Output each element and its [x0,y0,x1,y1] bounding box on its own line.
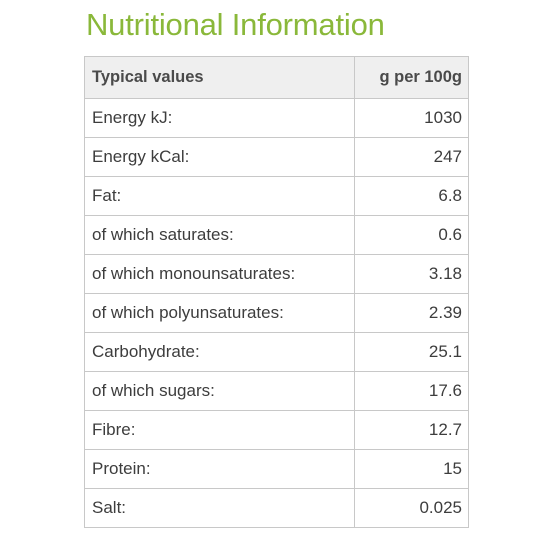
nutrient-label: Energy kJ: [84,98,355,138]
nutrient-value: 6.8 [354,176,469,216]
nutrient-label: Fibre: [84,410,355,450]
column-header-per-100g: g per 100g [354,56,469,99]
nutrient-value: 0.6 [354,215,469,255]
nutrient-label: Protein: [84,449,355,489]
table-row: Protein: 15 [84,449,469,489]
nutrient-label: of which monounsaturates: [84,254,355,294]
table-row: Energy kCal: 247 [84,137,469,177]
nutrient-label: of which saturates: [84,215,355,255]
table-row: of which monounsaturates: 3.18 [84,254,469,294]
nutrient-label: Carbohydrate: [84,332,355,372]
table-row: Fat: 6.8 [84,176,469,216]
table-header-row: Typical values g per 100g [84,56,469,99]
nutrient-value: 247 [354,137,469,177]
nutrient-value: 12.7 [354,410,469,450]
nutrient-value: 17.6 [354,371,469,411]
nutrient-value: 2.39 [354,293,469,333]
table-row: of which saturates: 0.6 [84,215,469,255]
table-row: of which sugars: 17.6 [84,371,469,411]
nutrient-value: 15 [354,449,469,489]
table-row: Salt: 0.025 [84,488,469,528]
table-row: Carbohydrate: 25.1 [84,332,469,372]
nutrient-label: Fat: [84,176,355,216]
nutrient-label: of which polyunsaturates: [84,293,355,333]
table-row: Fibre: 12.7 [84,410,469,450]
nutrient-value: 3.18 [354,254,469,294]
nutrient-label: Energy kCal: [84,137,355,177]
nutrient-value: 1030 [354,98,469,138]
nutrient-label: of which sugars: [84,371,355,411]
column-header-typical-values: Typical values [84,56,355,99]
nutrient-label: Salt: [84,488,355,528]
nutrition-table: Typical values g per 100g Energy kJ: 103… [84,56,469,528]
table-row: of which polyunsaturates: 2.39 [84,293,469,333]
nutrient-value: 25.1 [354,332,469,372]
table-row: Energy kJ: 1030 [84,98,469,138]
page-title: Nutritional Information [86,7,385,42]
nutrient-value: 0.025 [354,488,469,528]
